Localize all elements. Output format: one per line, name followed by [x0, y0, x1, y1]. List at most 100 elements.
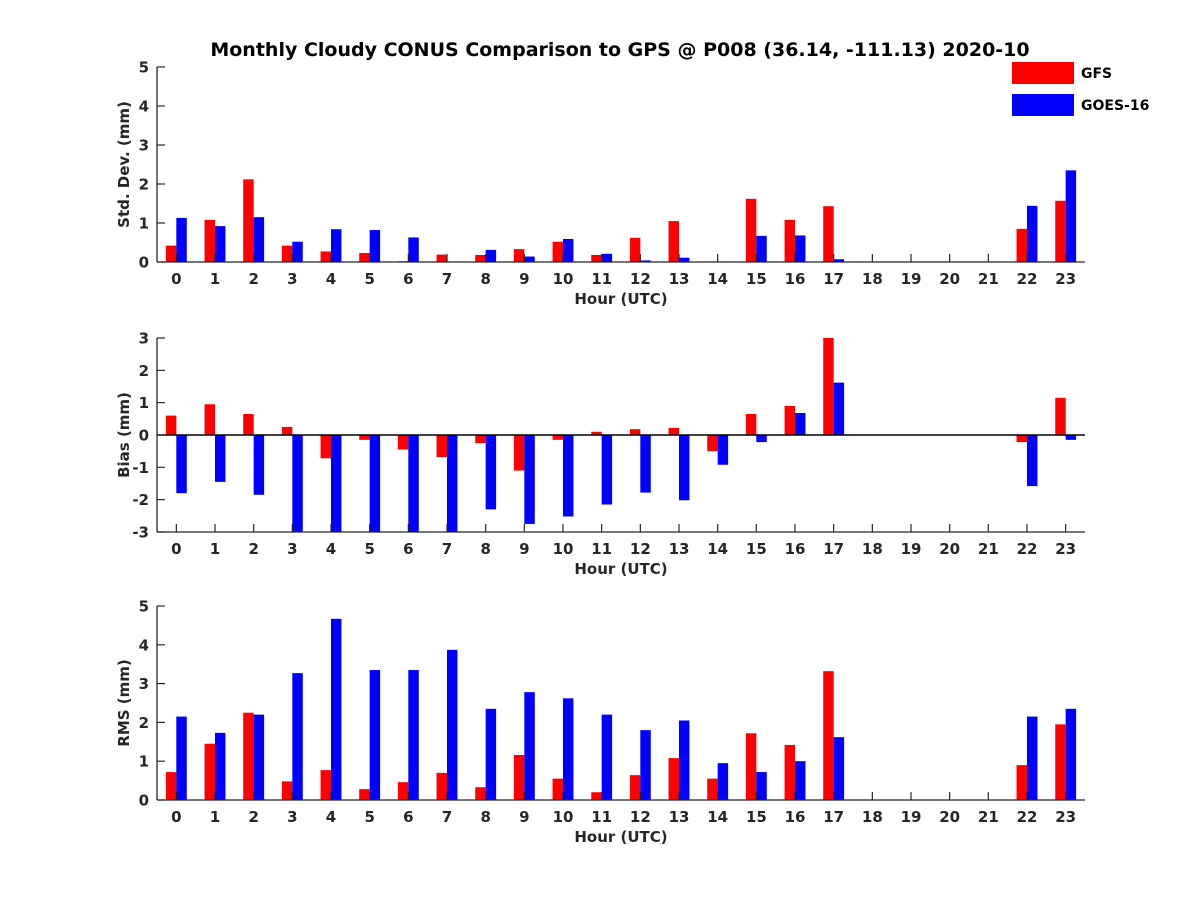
bar-goes-16-hour-3 [292, 435, 303, 532]
bar-gfs-hour-4 [320, 251, 331, 262]
x-tick-label: 22 [1017, 540, 1038, 558]
bar-goes-16-hour-2 [253, 217, 265, 262]
x-axis-label: Hour (UTC) [574, 828, 667, 846]
x-tick-label: 7 [442, 270, 452, 288]
x-tick-label: 4 [326, 540, 336, 558]
bar-goes-16-hour-14 [717, 763, 729, 800]
bar-gfs-hour-13 [668, 427, 679, 435]
bar-gfs-hour-22 [1016, 765, 1027, 800]
x-tick-label: 20 [939, 270, 960, 288]
y-tick-label: 3 [139, 675, 149, 693]
bar-gfs-hour-6 [397, 782, 409, 800]
x-tick-label: 5 [364, 808, 374, 826]
x-tick-label: 21 [978, 270, 999, 288]
bar-goes-16-hour-0 [176, 716, 187, 800]
x-tick-label: 9 [519, 270, 529, 288]
bar-goes-16-hour-11 [601, 435, 613, 505]
bar-gfs-hour-10 [552, 778, 563, 800]
bar-gfs-hour-12 [629, 775, 641, 800]
bar-gfs-hour-4 [320, 435, 331, 459]
bar-gfs-hour-13 [668, 221, 679, 262]
x-tick-label: 20 [939, 540, 960, 558]
x-tick-label: 0 [171, 540, 181, 558]
bar-goes-16-hour-3 [292, 241, 303, 262]
bar-goes-16-hour-17 [833, 259, 845, 262]
bar-goes-16-hour-16 [795, 413, 806, 435]
x-tick-label: 7 [442, 808, 452, 826]
x-tick-label: 1 [210, 270, 220, 288]
x-tick-label: 5 [364, 270, 374, 288]
bar-goes-16-hour-16 [795, 235, 806, 262]
x-tick-label: 4 [326, 270, 336, 288]
bar-gfs-hour-12 [629, 429, 641, 435]
x-tick-label: 13 [669, 808, 690, 826]
bar-gfs-hour-16 [784, 219, 795, 262]
x-tick-label: 6 [403, 540, 413, 558]
x-tick-label: 14 [707, 270, 728, 288]
x-tick-label: 11 [591, 540, 612, 558]
x-tick-label: 17 [823, 270, 844, 288]
y-axis-label: Bias (mm) [115, 392, 133, 478]
bar-goes-16-hour-13 [679, 435, 690, 501]
bar-goes-16-hour-0 [176, 217, 187, 262]
x-tick-label: 16 [785, 808, 806, 826]
bar-gfs-hour-10 [552, 241, 563, 262]
bar-gfs-hour-9 [513, 249, 525, 262]
bar-gfs-hour-11 [591, 254, 602, 262]
bar-goes-16-hour-15 [756, 235, 767, 262]
x-tick-label: 7 [442, 540, 452, 558]
bar-goes-16-hour-13 [679, 257, 690, 262]
bar-gfs-hour-2 [243, 712, 254, 800]
bar-goes-16-hour-1 [215, 732, 226, 800]
x-tick-label: 13 [669, 270, 690, 288]
x-tick-label: 6 [403, 270, 413, 288]
bar-goes-16-hour-23 [1065, 170, 1077, 262]
bar-goes-16-hour-4 [331, 229, 342, 262]
bar-goes-16-hour-8 [485, 249, 497, 262]
x-tick-label: 11 [591, 270, 612, 288]
legend: GFS GOES-16 [1012, 62, 1149, 116]
bar-goes-16-hour-17 [833, 737, 845, 800]
x-tick-label: 2 [248, 540, 258, 558]
bar-gfs-hour-11 [591, 792, 602, 800]
x-tick-label: 21 [978, 808, 999, 826]
x-tick-label: 15 [746, 270, 767, 288]
y-tick-label: 0 [139, 792, 149, 810]
bar-gfs-hour-7 [436, 435, 447, 457]
bar-gfs-hour-2 [243, 179, 254, 262]
bar-gfs-hour-5 [359, 789, 370, 800]
x-tick-label: 19 [901, 270, 922, 288]
y-tick-label: 0 [139, 427, 149, 445]
x-tick-label: 21 [978, 540, 999, 558]
legend-label: GFS [1081, 66, 1112, 82]
bar-gfs-hour-5 [359, 435, 370, 440]
bar-gfs-hour-17 [823, 338, 834, 435]
y-tick-label: 2 [139, 362, 149, 380]
bar-gfs-hour-12 [629, 237, 641, 262]
bar-gfs-hour-10 [552, 435, 563, 440]
bar-gfs-hour-23 [1055, 724, 1066, 800]
x-tick-label: 2 [248, 270, 258, 288]
bar-goes-16-hour-1 [215, 435, 226, 482]
bar-goes-16-hour-6 [408, 670, 419, 800]
legend-swatch-goes-16 [1012, 94, 1074, 116]
bar-gfs-hour-4 [320, 770, 331, 800]
y-axis-label: RMS (mm) [115, 659, 133, 746]
bar-goes-16-hour-12 [640, 435, 651, 493]
y-tick-label: 2 [139, 714, 149, 732]
x-axis-label: Hour (UTC) [574, 560, 667, 578]
bar-goes-16-hour-22 [1027, 716, 1038, 800]
bar-goes-16-hour-9 [524, 692, 535, 800]
bar-goes-16-hour-10 [563, 698, 574, 800]
bar-gfs-hour-0 [165, 415, 177, 435]
bar-gfs-hour-1 [204, 404, 215, 435]
bar-gfs-hour-16 [784, 405, 795, 435]
y-tick-label: 4 [139, 98, 149, 116]
y-tick-label: 0 [139, 254, 149, 272]
bar-gfs-hour-15 [745, 733, 757, 800]
bar-goes-16-hour-14 [717, 435, 729, 465]
x-tick-label: 0 [171, 270, 181, 288]
x-tick-label: 5 [364, 540, 374, 558]
